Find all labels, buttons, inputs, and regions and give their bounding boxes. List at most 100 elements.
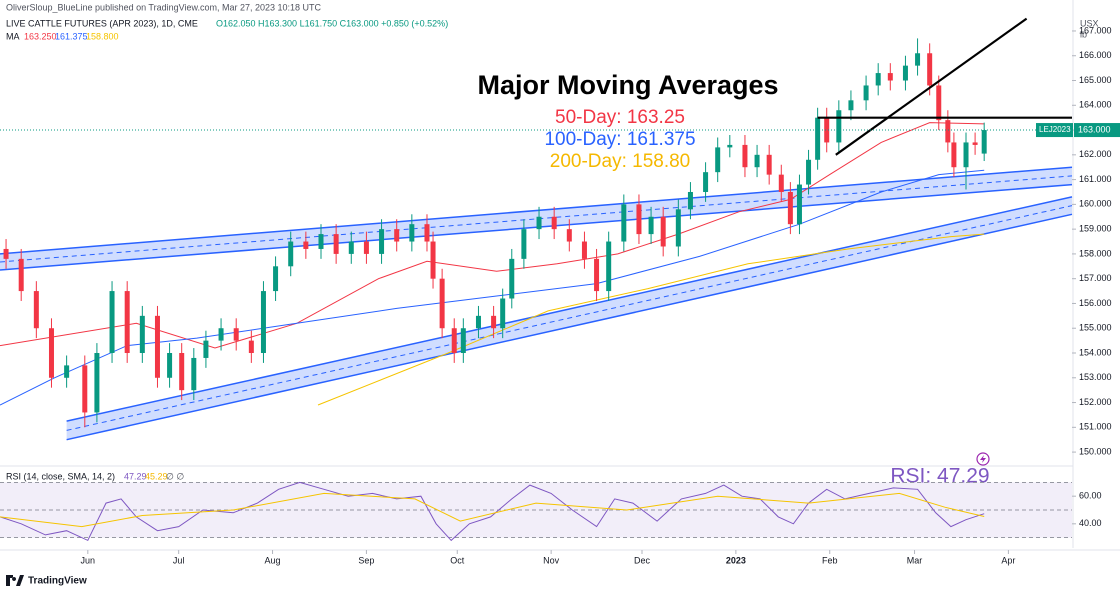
candle-body	[778, 174, 784, 192]
candle-body	[48, 328, 54, 378]
candle-body	[536, 216, 542, 230]
candle-body	[94, 353, 100, 413]
candle-body	[248, 340, 254, 354]
y-tick-label: 165.000	[1079, 75, 1112, 85]
candle-body	[927, 53, 933, 86]
channel-fill	[0, 167, 1072, 271]
candle-body	[3, 248, 9, 259]
candle-body	[742, 144, 748, 168]
candle-body	[203, 340, 209, 358]
y-tick-label: 156.000	[1079, 298, 1112, 308]
candle-body	[348, 241, 354, 254]
candle-body	[875, 73, 881, 86]
candle-body	[621, 204, 627, 242]
y-tick-label: 164.000	[1079, 100, 1112, 110]
candle-body	[394, 229, 400, 242]
candle-body	[887, 73, 893, 81]
y-tick-label: 158.000	[1079, 248, 1112, 258]
candle-body	[439, 278, 445, 329]
candle-body	[796, 184, 802, 225]
channel-edge	[66, 213, 1073, 441]
candle-body	[915, 53, 921, 66]
candle-body	[521, 229, 527, 259]
rsi-legend-sma: 45.29	[145, 471, 168, 481]
candle-body	[848, 100, 854, 111]
candle-body	[167, 353, 173, 378]
rsi-legend: RSI (14, close, SMA, 14, 2)	[6, 471, 115, 481]
candle-body	[424, 224, 430, 242]
annotation-title: Major Moving Averages	[477, 70, 778, 100]
y-tick-label: 40.00	[1079, 518, 1102, 528]
ma-annotation: 200-Day: 158.80	[550, 151, 691, 172]
rsi-legend-rest: ∅ ∅	[166, 471, 184, 481]
candle-body	[945, 120, 951, 143]
channel-edge	[0, 166, 1073, 255]
y-tick-label: 162.000	[1079, 149, 1112, 159]
candle-body	[981, 130, 987, 154]
candle-body	[551, 216, 557, 230]
symbol-tag	[1036, 123, 1073, 138]
y-tick-label: 159.000	[1079, 224, 1112, 234]
candle-body	[109, 291, 115, 354]
y-tick-label: 60.00	[1079, 491, 1102, 501]
y-tick-label: 157.000	[1079, 273, 1112, 283]
channel-edge	[0, 183, 1073, 271]
alert-icon[interactable]	[976, 452, 990, 466]
candle-body	[581, 241, 587, 259]
y-tick-label: 160.000	[1079, 199, 1112, 209]
candle-body	[606, 241, 612, 292]
symbol: LIVE CATTLE FUTURES (APR 2023), 1D, CME	[6, 18, 198, 28]
candle-body	[951, 142, 957, 168]
y-tick-label: 154.000	[1079, 347, 1112, 357]
candle-body	[703, 172, 709, 192]
candle-body	[409, 224, 415, 242]
candle-body	[379, 229, 385, 254]
candle-body	[318, 234, 324, 249]
candle-body	[451, 328, 457, 354]
candle-body	[963, 142, 969, 168]
candle-body	[218, 328, 224, 341]
symbol-tag-label: LEJ2023	[1039, 125, 1071, 134]
candle-body	[363, 241, 369, 254]
candle-body	[636, 204, 642, 235]
candle-body	[675, 209, 681, 247]
moving-average	[0, 122, 985, 349]
rsi-line	[0, 481, 985, 542]
candle-body	[82, 365, 88, 413]
candle-body	[500, 298, 506, 329]
candle-body	[288, 241, 294, 267]
candle-body	[475, 315, 481, 329]
y-tick-label: 166.000	[1079, 50, 1112, 60]
rsi-line	[0, 492, 985, 528]
candle-body	[806, 159, 812, 185]
unit-label: USX	[1080, 18, 1099, 28]
ma-legend-value: 161.375	[55, 31, 88, 41]
candle-body	[766, 154, 772, 175]
x-tick-label: Apr	[1001, 555, 1015, 565]
candle-body	[787, 191, 793, 225]
y-tick-label: 153.000	[1079, 372, 1112, 382]
candle-body	[303, 241, 309, 249]
x-tick-label: Oct	[450, 555, 465, 565]
channel-edge	[66, 196, 1073, 422]
ma-annotation: 100-Day: 161.375	[544, 129, 695, 150]
candle-body	[191, 357, 197, 391]
y-tick-label: 151.000	[1079, 422, 1112, 432]
candle-body	[836, 110, 842, 143]
candle-body	[124, 291, 130, 354]
candle-body	[815, 117, 821, 160]
candle-body	[972, 142, 978, 145]
candle-body	[460, 328, 466, 354]
candle-body	[154, 315, 160, 378]
channel-mid	[66, 205, 1073, 431]
x-tick-label: Jun	[81, 555, 96, 565]
candle-body	[333, 234, 339, 254]
candle-body	[260, 291, 266, 354]
candle-body	[179, 353, 185, 391]
candle-body	[64, 365, 70, 378]
candle-body	[233, 328, 239, 341]
rsi-annotation: RSI: 47.29	[890, 465, 989, 488]
candle-body	[754, 154, 760, 168]
y-tick-label: 167.000	[1079, 25, 1112, 35]
x-tick-label: Nov	[543, 555, 560, 565]
